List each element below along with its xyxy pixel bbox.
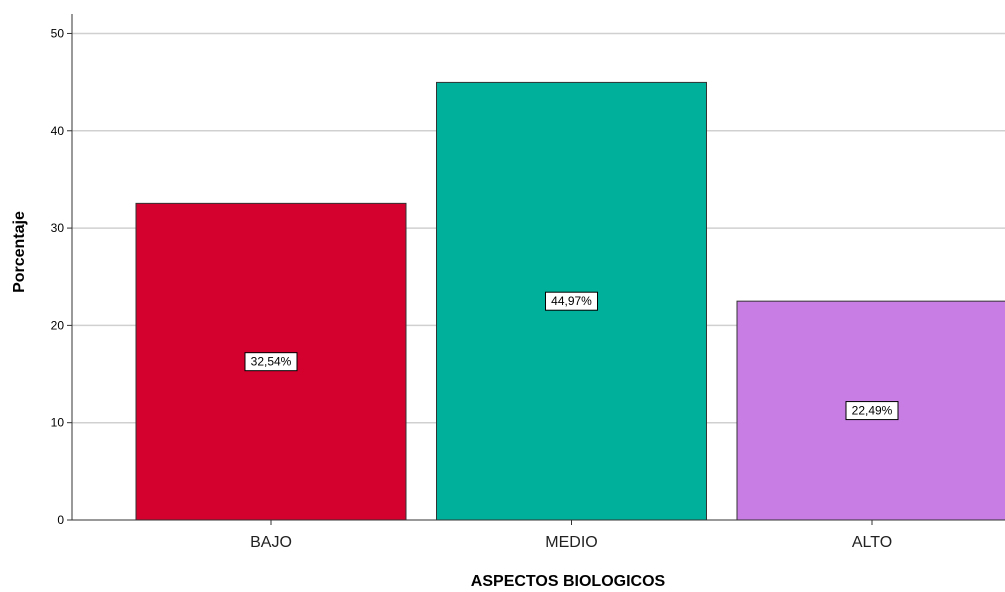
x-category-label-medio: MEDIO (545, 534, 597, 551)
data-labels: 32,54% 44,97% 22,49% (244, 291, 899, 421)
x-category-label-alto: ALTO (852, 534, 892, 551)
data-label-alto: 22,49% (852, 404, 893, 418)
x-category-label-bajo: BAJO (250, 534, 292, 551)
data-label-bajo: 32,54% (251, 355, 292, 369)
y-tick-label-50: 50 (51, 26, 65, 40)
y-tick-label-0: 0 (57, 513, 64, 527)
x-axis-title: ASPECTOS BIOLOGICOS (471, 573, 666, 590)
y-tick-label-40: 40 (51, 124, 65, 138)
data-label-box-medio (545, 291, 598, 311)
y-ticks: 0 10 20 30 40 50 (51, 26, 72, 527)
data-label-box-bajo (244, 352, 298, 372)
x-categories: BAJO MEDIO ALTO (250, 520, 892, 551)
y-axis-title: Porcentaje (11, 211, 28, 293)
y-tick-label-20: 20 (51, 318, 65, 332)
y-tick-label-10: 10 (51, 416, 65, 430)
y-tick-label-30: 30 (51, 221, 65, 235)
bars (135, 81, 1005, 521)
data-label-box-alto (845, 401, 899, 421)
data-label-medio: 44,97% (551, 294, 592, 308)
